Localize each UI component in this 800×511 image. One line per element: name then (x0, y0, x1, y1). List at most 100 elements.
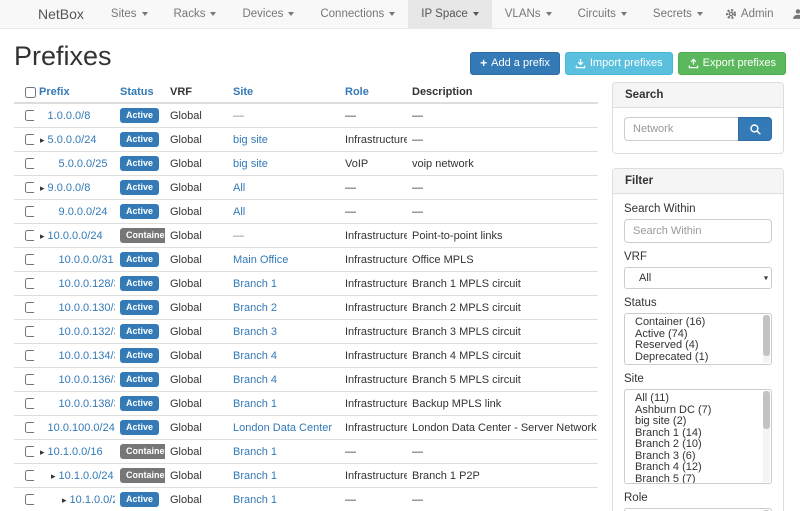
nav-item-racks[interactable]: Racks (161, 0, 230, 28)
listbox-option[interactable]: Branch 5 (7) (635, 472, 696, 484)
prefix-link[interactable]: 10.0.0.134/31 (58, 349, 115, 362)
row-checkbox[interactable] (25, 278, 34, 290)
row-checkbox[interactable] (25, 350, 34, 362)
prefix-table: Prefix Status VRF Site Role Description (14, 82, 598, 511)
row-checkbox[interactable] (25, 254, 34, 266)
nav-item-profile[interactable]: Profile (783, 8, 800, 20)
nav-item-devices[interactable]: Devices (229, 0, 307, 28)
listbox-option[interactable]: Reserved (4) (635, 339, 699, 351)
prefix-link[interactable]: 1.0.0.0/8 (47, 109, 91, 122)
prefix-link[interactable]: 10.0.0.130/31 (58, 301, 115, 314)
nav-item-admin[interactable]: Admin (716, 8, 783, 20)
table-row: ▸ 5.0.0.0/24 Active Global big site Infra… (14, 127, 598, 152)
site-link[interactable]: big site (233, 133, 268, 146)
nav-item-circuits[interactable]: Circuits (565, 0, 640, 28)
role-cell: Infrastructure (340, 247, 407, 272)
listbox-option[interactable]: Branch 4 (12) (635, 461, 702, 473)
row-checkbox[interactable] (25, 110, 34, 122)
prefix-link[interactable]: 10.0.0.136/31 (58, 373, 115, 386)
listbox-option[interactable]: Branch 3 (6) (635, 449, 696, 462)
add-prefix-button[interactable]: + Add a prefix (470, 52, 560, 75)
site-link[interactable]: All (233, 181, 246, 194)
site-link[interactable]: All (233, 205, 246, 218)
prefix-link[interactable]: 9.0.0.0/8 (47, 181, 91, 194)
prefix-link[interactable]: 10.1.0.0/24 (58, 469, 114, 482)
listbox-option[interactable]: All (11) (635, 392, 670, 404)
search-button[interactable] (738, 117, 772, 141)
nav-item-connections[interactable]: Connections (307, 0, 408, 28)
row-checkbox[interactable] (25, 230, 34, 242)
listbox-option[interactable]: Active (74) (635, 327, 688, 340)
listbox-option[interactable]: Branch 1 (14) (635, 426, 702, 439)
nav-item-ip-space[interactable]: IP Space (408, 0, 492, 28)
prefix-link[interactable]: 10.0.0.138/31 (58, 397, 115, 410)
description-cell: — (407, 439, 598, 464)
site-link[interactable]: Branch 1 (233, 493, 278, 506)
listbox-option[interactable]: Ashburn DC (7) (635, 403, 712, 416)
row-checkbox[interactable] (25, 182, 34, 194)
row-checkbox[interactable] (25, 446, 34, 458)
select-all-checkbox[interactable] (25, 86, 36, 98)
site-link[interactable]: Branch 1 (233, 469, 278, 482)
prefix-link[interactable]: 10.0.0.0/31 (58, 253, 114, 266)
site-link[interactable]: Branch 1 (233, 445, 278, 458)
site-link[interactable]: Branch 2 (233, 301, 278, 314)
site-link[interactable]: Main Office (233, 253, 289, 266)
column-header-role[interactable]: Role (340, 82, 407, 104)
scrollbar-thumb[interactable] (763, 315, 770, 356)
vrf-cell: Global (165, 271, 228, 296)
site-link[interactable]: Branch 4 (233, 349, 278, 362)
prefix-link[interactable]: 9.0.0.0/24 (58, 205, 108, 218)
row-checkbox[interactable] (25, 206, 34, 218)
site-link[interactable]: Branch 3 (233, 325, 278, 338)
site-link[interactable]: London Data Center (233, 421, 333, 434)
prefix-link[interactable]: 10.0.0.132/31 (58, 325, 115, 338)
prefix-link[interactable]: 10.1.0.0/25 (69, 493, 115, 506)
prefix-link[interactable]: 5.0.0.0/24 (47, 133, 97, 146)
search-input[interactable] (624, 117, 738, 141)
vrf-cell: Global (165, 391, 228, 416)
site-link[interactable]: big site (233, 157, 268, 170)
vrf-select[interactable]: All ▾ (624, 267, 772, 289)
column-header-site[interactable]: Site (228, 82, 340, 104)
nav-item-secrets[interactable]: Secrets (640, 0, 716, 28)
row-checkbox[interactable] (25, 302, 34, 314)
site-listbox[interactable]: All (11) Ashburn DC (7) big site (2) Branch… (624, 389, 772, 484)
nav-item-vlans[interactable]: VLANs (492, 0, 565, 28)
row-checkbox[interactable] (25, 326, 34, 338)
listbox-option[interactable]: Branch 2 (10) (635, 438, 702, 450)
listbox-option[interactable]: big site (2) (635, 415, 687, 427)
scrollbar-track[interactable] (763, 315, 770, 363)
row-checkbox[interactable] (25, 470, 34, 482)
site-link[interactable]: Branch 1 (233, 397, 278, 410)
prefix-link[interactable]: 10.1.0.0/16 (47, 445, 103, 458)
listbox-option[interactable]: Container (16) (635, 316, 706, 328)
scrollbar-thumb[interactable] (763, 391, 770, 430)
row-checkbox[interactable] (25, 398, 34, 410)
role-cell: — (340, 199, 407, 224)
site-link[interactable]: Branch 4 (233, 373, 278, 386)
site-link[interactable]: Branch 1 (233, 277, 278, 290)
import-prefixes-button[interactable]: Import prefixes (564, 52, 673, 75)
nav-item-sites[interactable]: Sites (98, 0, 161, 28)
indent (40, 382, 51, 383)
row-checkbox[interactable] (25, 374, 34, 386)
row-checkbox[interactable] (25, 422, 34, 434)
brand-link[interactable]: NetBox (38, 6, 84, 22)
prefix-link[interactable]: 10.0.100.0/24 (47, 421, 115, 434)
prefix-link[interactable]: 5.0.0.0/25 (58, 157, 108, 170)
row-checkbox[interactable] (25, 134, 34, 146)
prefix-link[interactable]: 10.0.0.128/31 (58, 277, 115, 290)
prefix-link[interactable]: 10.0.0.0/24 (47, 229, 103, 242)
row-checkbox[interactable] (25, 158, 34, 170)
export-prefixes-button[interactable]: Export prefixes (677, 52, 786, 75)
listbox-option[interactable]: Deprecated (1) (635, 350, 709, 363)
scrollbar-track[interactable] (763, 391, 770, 482)
description-cell: London Data Center - Server Network (407, 415, 598, 440)
status-listbox[interactable]: Container (16) Active (74) Reserved (4) Dep… (624, 313, 772, 365)
search-within-input[interactable] (624, 219, 772, 243)
column-header-prefix[interactable]: Prefix (34, 82, 115, 104)
table-row: ▸10.0.0.136/31 Active Global Branch 4 In… (14, 367, 598, 392)
column-header-status[interactable]: Status (115, 82, 165, 104)
row-checkbox[interactable] (25, 494, 34, 506)
